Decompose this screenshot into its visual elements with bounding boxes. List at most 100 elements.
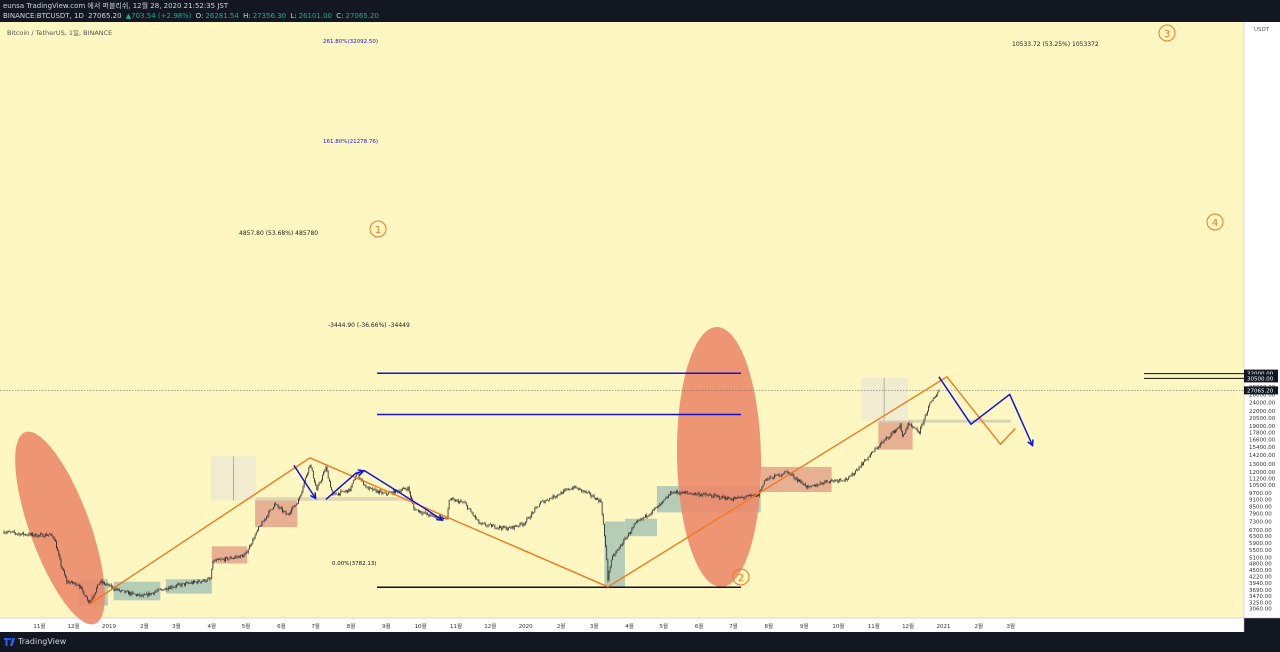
projection-arrow[interactable] <box>938 376 1034 446</box>
candle <box>921 424 923 428</box>
candle <box>173 586 175 588</box>
candle <box>134 594 136 595</box>
candle <box>170 586 172 589</box>
candle <box>865 459 867 460</box>
price-chart[interactable]: 3060.003250.003470.003690.003940.004220.… <box>0 22 1280 632</box>
drawings <box>0 372 1244 605</box>
candle <box>262 521 264 523</box>
candle <box>873 451 875 453</box>
candle <box>803 483 805 485</box>
candle <box>631 528 633 532</box>
candle <box>206 579 208 582</box>
candle <box>729 498 731 500</box>
candle <box>722 496 724 498</box>
price-tick-label: 4220.00 <box>1249 574 1272 580</box>
candle <box>768 478 770 479</box>
candle <box>85 596 87 598</box>
candle <box>725 496 726 500</box>
candle <box>19 533 21 536</box>
candle <box>180 584 182 587</box>
candle <box>327 471 329 479</box>
candle <box>633 524 635 527</box>
candle <box>57 548 59 552</box>
candle <box>187 582 189 584</box>
footer-brand[interactable]: TradingView <box>18 637 67 646</box>
elliott-wave-line[interactable] <box>89 375 1016 605</box>
candle <box>848 477 850 480</box>
candle <box>291 509 293 513</box>
candle <box>661 502 662 504</box>
candle <box>581 489 582 492</box>
candle <box>448 499 450 510</box>
candle <box>338 493 339 496</box>
candle <box>213 560 215 563</box>
candle <box>413 503 415 509</box>
candle <box>582 490 584 492</box>
candle <box>126 591 128 592</box>
candle <box>726 499 727 500</box>
time-tick-label: 2월 <box>557 622 566 630</box>
candle <box>121 590 122 591</box>
candle <box>207 578 209 579</box>
candle <box>516 526 517 527</box>
candle <box>282 508 283 512</box>
candle <box>908 423 910 425</box>
projection-arrow[interactable] <box>325 470 364 500</box>
candle <box>393 490 395 494</box>
wave-label-3: 3 <box>1164 29 1170 40</box>
candle <box>767 478 769 480</box>
candle <box>859 467 861 468</box>
candle <box>598 499 600 502</box>
candle <box>424 511 426 514</box>
projection-arrow[interactable] <box>293 464 317 499</box>
candle <box>618 547 620 549</box>
highlight-box <box>256 497 409 501</box>
candle <box>203 579 205 581</box>
candle <box>271 508 273 510</box>
candle <box>609 566 611 572</box>
candle <box>104 582 105 585</box>
candle <box>793 474 795 478</box>
candle <box>696 493 698 495</box>
candle <box>75 582 77 586</box>
time-tick-label: 11월 <box>450 622 462 630</box>
candle <box>570 489 572 490</box>
price-tick-label: 19000.00 <box>1249 424 1276 430</box>
price-axis[interactable] <box>1244 22 1280 618</box>
candle <box>68 581 70 584</box>
candle <box>721 496 723 499</box>
tradingview-logo-icon[interactable] <box>4 638 16 646</box>
highlight-box <box>255 499 298 528</box>
candle <box>562 490 564 494</box>
candle <box>195 581 197 583</box>
candle <box>90 600 92 603</box>
candle <box>637 520 638 522</box>
candle <box>782 474 783 475</box>
candle <box>718 495 719 497</box>
candle <box>228 558 230 560</box>
time-axis[interactable] <box>0 618 1244 632</box>
candle <box>689 493 691 494</box>
candle <box>299 497 301 500</box>
candle <box>892 430 894 433</box>
candle <box>169 587 170 589</box>
time-tick-label: 8월 <box>765 622 774 630</box>
candle <box>855 470 856 474</box>
candle <box>811 485 813 487</box>
candle <box>664 498 666 501</box>
candle <box>421 512 423 514</box>
candle <box>511 525 513 529</box>
candle <box>407 487 409 491</box>
time-tick-label: 7월 <box>729 622 738 630</box>
candle <box>620 545 621 548</box>
candle <box>528 517 530 519</box>
candle <box>172 587 174 588</box>
candle <box>691 493 693 495</box>
projection-arrow[interactable] <box>363 469 443 521</box>
candle <box>632 527 634 529</box>
candle <box>685 491 686 493</box>
candle <box>715 495 717 496</box>
chart-area[interactable]: 3060.00 3250.00 3470.00 3690.00 3940.00 4220.… <box>0 22 1280 632</box>
candle <box>401 488 403 491</box>
high-value: 27356.30 <box>252 12 287 20</box>
